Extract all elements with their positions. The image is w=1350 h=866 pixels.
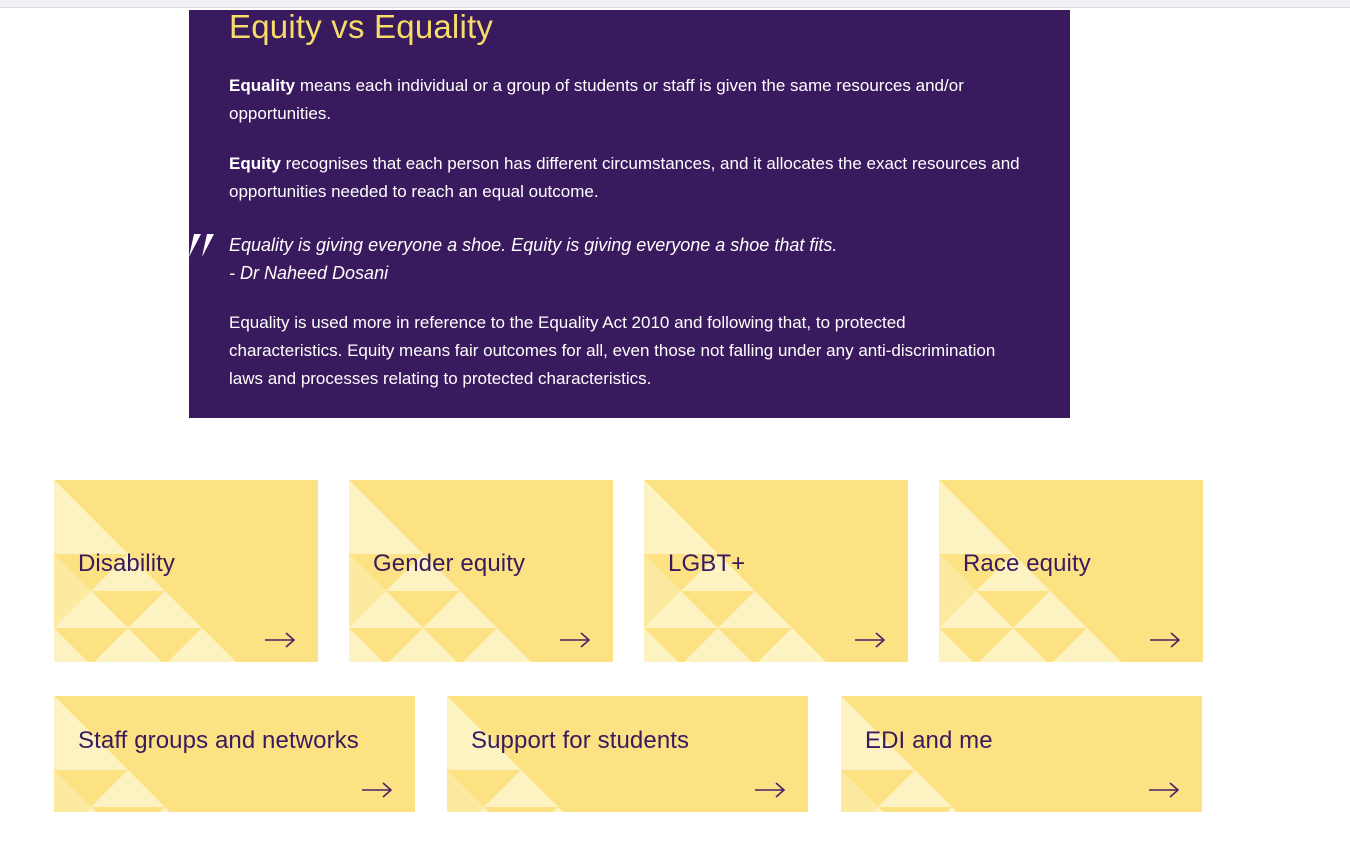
triangle-pattern: [841, 696, 957, 812]
card-title: Gender equity: [373, 550, 526, 577]
equality-definition: Equality means each individual or a grou…: [229, 72, 1020, 128]
equity-rest: recognises that each person has differen…: [229, 154, 1020, 201]
quote-attribution: - Dr Naheed Dosani: [229, 263, 389, 283]
card-gender-equity[interactable]: Gender equity: [349, 480, 613, 662]
equality-rest: means each individual or a group of stud…: [229, 76, 964, 123]
triangle-pattern: [54, 480, 236, 662]
arrow-right-icon: [755, 782, 786, 798]
equality-act-paragraph: Equality is used more in reference to th…: [229, 313, 996, 388]
card-lgbt[interactable]: LGBT+: [644, 480, 908, 662]
quote-icon: [189, 234, 214, 257]
equity-lead: Equity: [229, 154, 281, 173]
triangle-pattern: [939, 480, 1121, 662]
quote-text: Equality is giving everyone a shoe. Equi…: [229, 235, 838, 255]
arrow-right-icon: [362, 782, 393, 798]
equality-lead: Equality: [229, 76, 296, 95]
equity-definition: Equity recognises that each person has d…: [229, 150, 1020, 206]
arrow-right-icon: [1150, 632, 1181, 648]
card-staff-groups-and-networks[interactable]: Staff groups and networks: [54, 696, 415, 812]
card-edi-and-me[interactable]: EDI and me: [841, 696, 1202, 812]
card-title: Disability: [78, 550, 176, 577]
card-title: EDI and me: [865, 727, 993, 754]
card-support-for-students[interactable]: Support for students: [447, 696, 808, 812]
triangle-pattern: [54, 696, 170, 812]
arrow-right-icon: [560, 632, 591, 648]
arrow-right-icon: [1149, 782, 1180, 798]
triangle-pattern: [447, 696, 563, 812]
panel-title: Equity vs Equality: [229, 10, 494, 45]
card-disability[interactable]: Disability: [54, 480, 318, 662]
card-title: Staff groups and networks: [78, 727, 359, 754]
card-title: Race equity: [963, 550, 1091, 577]
arrow-right-icon: [855, 632, 886, 648]
arrow-right-icon: [265, 632, 296, 648]
card-race-equity[interactable]: Race equity: [939, 480, 1203, 662]
card-title: Support for students: [471, 727, 690, 754]
page-top-strip: [0, 0, 1350, 8]
equity-vs-equality-panel: Equity vs Equality Equality means each i…: [189, 10, 1070, 418]
quote-block: Equality is giving everyone a shoe. Equi…: [189, 231, 1020, 287]
triangle-pattern: [644, 480, 826, 662]
triangle-pattern: [349, 480, 531, 662]
card-title: LGBT+: [668, 550, 746, 577]
